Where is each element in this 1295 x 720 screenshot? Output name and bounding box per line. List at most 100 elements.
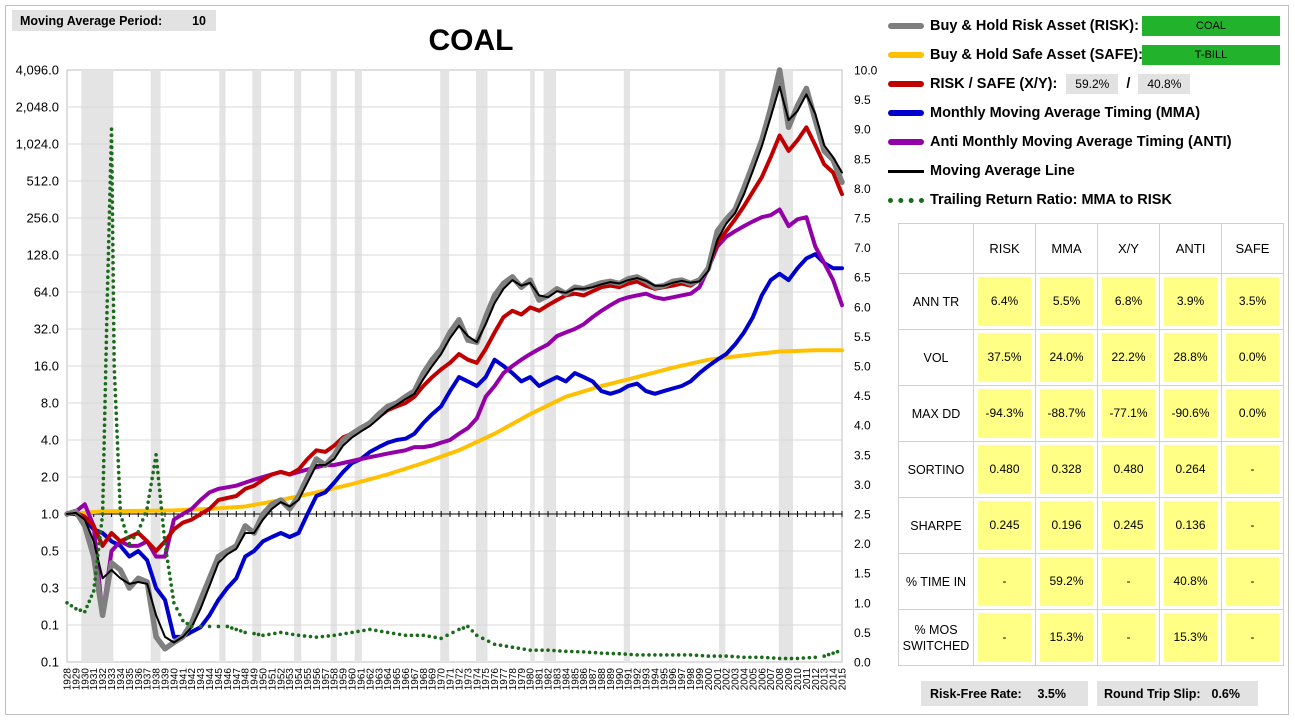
x-tick-label: 2015 <box>838 668 849 691</box>
ratio-dot <box>125 535 130 540</box>
ratio-dot <box>581 650 586 654</box>
ratio-dot <box>102 441 106 445</box>
ratio-dot <box>801 656 806 660</box>
ratio-dot <box>178 612 182 617</box>
stats-cell: 59.2% <box>1040 557 1093 606</box>
y-tick-label-left: 0.3 <box>41 581 59 596</box>
x-tick-label: 2010 <box>793 668 804 691</box>
ratio-dot <box>103 393 107 398</box>
ratio-dot <box>114 405 118 410</box>
x-tick-label: 1997 <box>677 668 688 691</box>
x-tick-label: 1931 <box>89 668 100 691</box>
x-tick-label: 1999 <box>695 668 706 691</box>
ratio-dot <box>100 518 104 522</box>
ratio-dot <box>676 653 681 657</box>
chart-title: COAL <box>429 24 514 57</box>
ratio-dot <box>100 506 105 510</box>
ratio-dot <box>807 655 812 660</box>
stats-cell: -94.3% <box>978 389 1031 438</box>
ratio-dot <box>670 653 675 657</box>
ratio-dot <box>835 649 840 654</box>
x-tick-label: 1953 <box>285 668 296 691</box>
ratio-dot <box>110 236 115 241</box>
ratio-dot <box>225 624 230 629</box>
ratio-dot <box>344 631 348 636</box>
ratio-dot <box>110 182 114 186</box>
y-tick-label-right: 7.5 <box>854 212 871 226</box>
ratio-dot <box>593 650 598 655</box>
x-tick-label: 1981 <box>535 668 546 691</box>
y-tick-label-left: 8.0 <box>41 396 59 411</box>
ratio-dot <box>116 464 121 469</box>
ratio-dot <box>168 577 173 581</box>
y-tick-label-left: 0.1 <box>41 655 59 670</box>
stats-cell: 0.245 <box>1102 501 1155 550</box>
ratio-dot <box>104 352 108 356</box>
ratio-dot <box>132 535 136 540</box>
series-line-ma <box>66 85 843 644</box>
ratio-dot <box>117 488 122 493</box>
ratio-dot <box>110 169 114 174</box>
ratio-dot <box>314 635 319 639</box>
ratio-dot <box>110 151 114 156</box>
ratio-dot <box>149 482 153 487</box>
series-lines <box>64 67 845 661</box>
ratio-dot <box>111 267 115 271</box>
legend-swatch-xy <box>888 81 924 87</box>
xy-risk-percent: 59.2% <box>1066 74 1119 94</box>
ratio-dot <box>110 230 115 235</box>
x-tick-label: 1986 <box>579 668 590 691</box>
ratio-dot <box>156 470 160 475</box>
y-tick-label-left: 256.0 <box>26 211 59 226</box>
x-tick-label: 1952 <box>276 668 287 691</box>
stats-cell: -90.6% <box>1164 389 1217 438</box>
ratio-dot <box>569 649 574 654</box>
ratio-dot <box>106 263 110 268</box>
ratio-dot <box>106 269 110 274</box>
y-tick-label-right: 2.0 <box>854 537 871 551</box>
y-tick-label-right: 9.0 <box>854 123 871 137</box>
stats-row-time-in: % TIME IN - 59.2% - 40.8% - <box>898 553 1284 610</box>
ratio-dot <box>93 577 97 581</box>
ratio-dot <box>112 376 117 380</box>
ratio-dot <box>110 163 114 168</box>
ratio-dot <box>101 470 106 475</box>
ratio-dot <box>700 653 705 658</box>
y-tick-label-right: 6.5 <box>854 271 871 285</box>
ratio-dot <box>170 589 174 593</box>
ratio-dot <box>115 429 119 433</box>
x-axis-ticks: 1928192919301931193219331934193519361937… <box>63 511 849 690</box>
x-tick-label: 1995 <box>659 668 670 691</box>
stats-cell: 24.0% <box>1040 333 1093 382</box>
ratio-dot <box>104 358 108 362</box>
ratio-dot <box>106 275 110 280</box>
ratio-dot <box>154 458 159 463</box>
legend-label-safe: Buy & Hold Safe Asset (SAFE): <box>930 47 1143 63</box>
x-tick-label: 1965 <box>392 668 403 691</box>
y-tick-label-right: 7.0 <box>854 241 871 255</box>
legend-swatch-ma <box>888 169 924 173</box>
ratio-dot <box>89 594 94 598</box>
x-tick-label: 1948 <box>241 668 252 691</box>
legend-item-ratio: Trailing Return Ratio: MMA to RISK <box>888 189 1172 211</box>
x-tick-label: 1962 <box>365 668 376 691</box>
series-ratio <box>65 127 840 661</box>
ratio-dot <box>110 206 115 210</box>
x-tick-label: 2009 <box>784 668 795 691</box>
ratio-dot <box>534 648 538 652</box>
ratio-dot <box>302 634 307 638</box>
ratio-dot <box>760 655 764 660</box>
ratio-dot <box>789 656 794 661</box>
ratio-dot <box>155 464 160 469</box>
ratio-dot <box>93 571 98 575</box>
x-tick-label: 1976 <box>490 668 501 691</box>
ratio-dot <box>156 476 161 481</box>
ratio-dot <box>164 547 168 552</box>
stats-row-max-dd: MAX DD -94.3% -88.7% -77.1% -90.6% 0.0% <box>898 385 1284 442</box>
chart-svg: 4,096.0 2,048.0 1,024.0 512.0 256.0 128.0 64.0… <box>16 24 878 690</box>
ratio-dot <box>112 370 117 374</box>
ratio-dot <box>415 633 420 638</box>
risk-free-value: 3.5% <box>1037 686 1067 701</box>
ratio-dot <box>95 559 99 564</box>
ratio-dot <box>172 601 176 605</box>
